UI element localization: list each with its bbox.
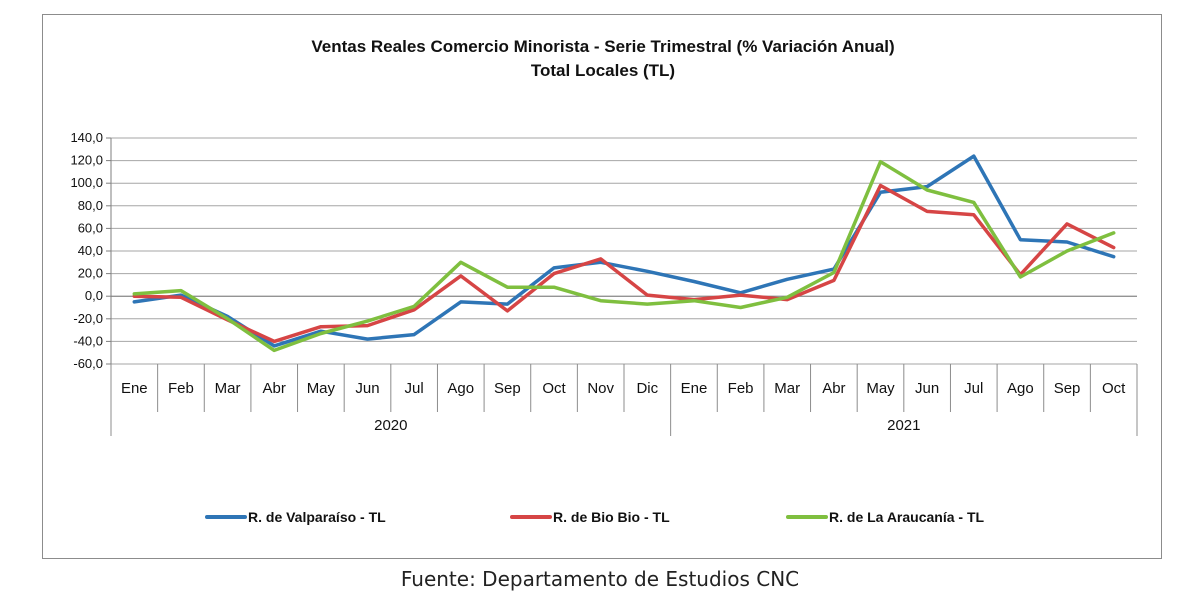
x-tick-label: Oct [542,380,566,397]
source-note: Fuente: Departamento de Estudios CNC [400,567,800,591]
x-tick-label: Abr [263,380,286,397]
legend: R. de Valparaíso - TL R. de Bio Bio - TL R… [205,509,985,525]
x-tick-label: Mar [774,380,800,397]
grid-lines [111,137,1137,365]
series-line [132,154,1116,348]
x-tick-label: Mar [215,380,241,397]
legend-label: R. de Bio Bio - TL [553,509,670,525]
y-tick-label: -40,0 [73,333,103,348]
x-tick-label: Sep [1054,380,1081,397]
y-tick-label: 80,0 [78,198,103,213]
x-tick-label: Ago [447,380,474,397]
x-tick-label: Dic [636,380,658,397]
group-label: 2021 [887,417,920,434]
legend-label: R. de Valparaíso - TL [248,509,386,525]
x-tick-label: May [866,380,895,397]
x-tick-label: Feb [168,380,194,397]
legend-label: R. de La Araucanía - TL [829,509,985,525]
series-lines [132,154,1116,353]
x-tick-label: Abr [822,380,845,397]
x-tick-label: Sep [494,380,521,397]
series-line [132,183,1116,344]
chart-title: Ventas Reales Comercio Minorista - Serie… [311,37,894,56]
x-tick-label: Jul [964,380,983,397]
y-tick-label: 40,0 [78,243,103,258]
y-tick-label: 0,0 [85,288,103,303]
group-label: 2020 [374,417,407,434]
y-tick-label: 60,0 [78,220,103,235]
x-tick-label: Jun [355,380,379,397]
y-tick-label: 100,0 [70,175,103,190]
x-tick-label: Ene [681,380,708,397]
x-tick-label: Jun [915,380,939,397]
x-tick-label: Ene [121,380,148,397]
x-tick-label: Jul [405,380,424,397]
x-tick-label: Oct [1102,380,1126,397]
y-tick-label: -60,0 [73,356,103,371]
y-tick-label: 20,0 [78,266,103,281]
axes: 140,0 120,0 100,0 80,0 60,0 40,0 20,0 0,0 -20,0 -… [70,130,1138,436]
y-tick-label: 140,0 [70,130,103,145]
line-chart: Ventas Reales Comercio Minorista - Serie… [70,37,1138,525]
y-tick-label: 120,0 [70,153,103,168]
chart-subtitle: Total Locales (TL) [531,61,675,80]
x-tick-label: Nov [587,380,614,397]
y-tick-label: -20,0 [73,311,103,326]
x-tick-label: Ago [1007,380,1034,397]
x-tick-label: May [307,380,336,397]
chart-frame: Ventas Reales Comercio Minorista - Serie… [42,14,1162,559]
series-line [132,159,1116,353]
x-tick-label: Feb [728,380,754,397]
